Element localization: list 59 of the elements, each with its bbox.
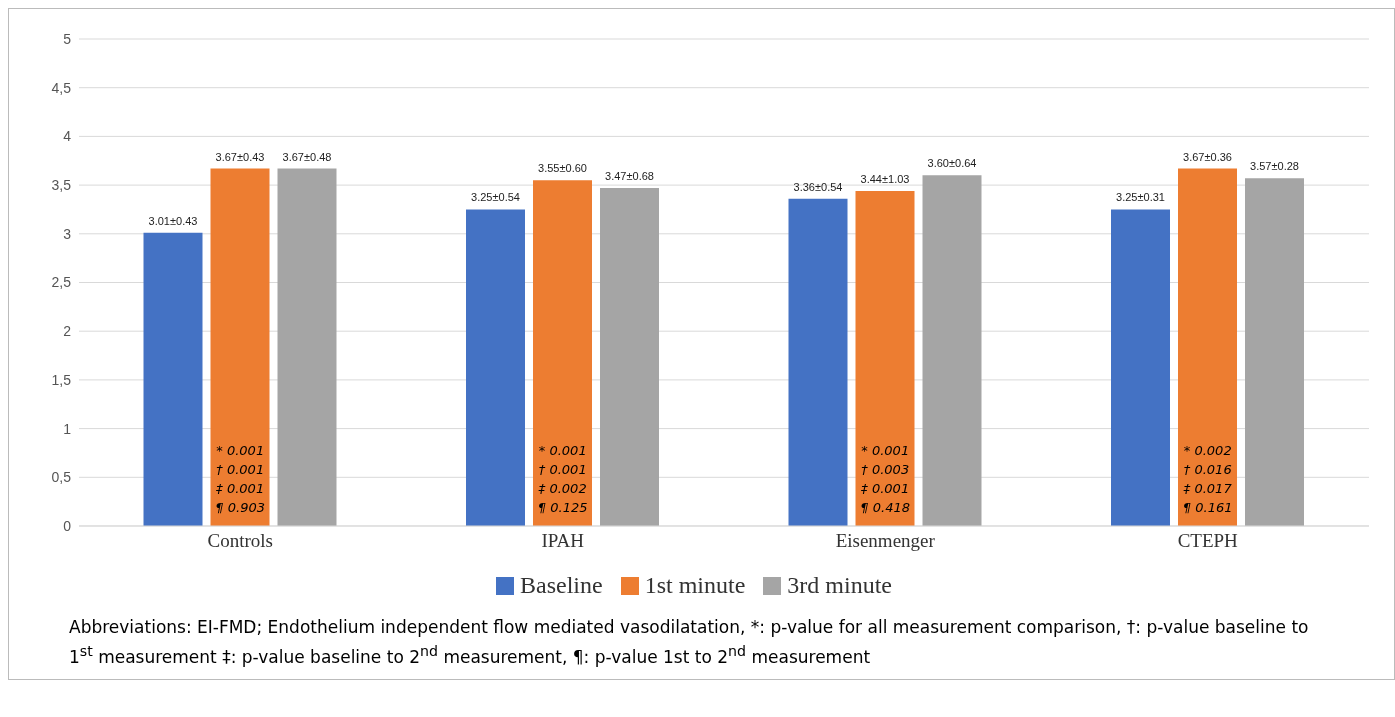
x-tick-label: CTEPH — [1177, 530, 1239, 552]
annotation: ‡ 0.002 — [537, 480, 587, 496]
data-label: 3.67±0.36 — [1183, 150, 1232, 163]
annotation: † 0.003 — [861, 461, 910, 477]
bar — [210, 168, 270, 526]
annotation: ‡ 0.017 — [1182, 480, 1233, 496]
bar — [143, 232, 203, 526]
y-tick-label: 4,5 — [51, 79, 72, 96]
y-tick-label: 1 — [63, 420, 72, 437]
data-label: 3.25±0.31 — [1116, 191, 1165, 204]
text: Abbreviations: EI-FMD; Endothelium independent flow mediated vasodilatation, *: p-value for all measurement comparison, †: p-value baseline to 1$^{st}$ measurement ‡: p-value baseline to 2$^{nd}$ measurement, ¶: p-value 1st to 2$^{nd}$ measurement — [68, 616, 1310, 669]
y-tick-label: 2 — [63, 323, 72, 340]
annotation: ¶ 0.161 — [1182, 499, 1233, 515]
y-tick-label: 4 — [63, 128, 72, 145]
y-tick-label: 0 — [63, 517, 72, 534]
y-tick-label: 0,5 — [51, 469, 72, 486]
data-label: 3.57±0.28 — [1250, 160, 1299, 173]
y-tick-label: 3 — [63, 225, 72, 242]
data-label: 3.55±0.60 — [538, 162, 587, 175]
bar — [533, 180, 592, 526]
data-label: 3.44±1.03 — [860, 172, 910, 185]
x-tick-label: Eisenmenger — [835, 530, 936, 552]
bar — [466, 209, 525, 526]
y-tick-label: 3,5 — [51, 177, 72, 194]
annotation: * 0.001 — [861, 442, 910, 458]
annotation: ‡ 0.001 — [860, 480, 910, 496]
annotation: † 0.001 — [538, 461, 587, 477]
bar — [1245, 178, 1304, 526]
data-label: 3.01±0.43 — [148, 214, 198, 227]
bar — [1178, 168, 1237, 526]
y-tick-label: 2,5 — [51, 274, 72, 291]
annotation: ¶ 0.125 — [537, 499, 588, 515]
data-label: 3.47±0.68 — [605, 170, 654, 183]
bar — [600, 188, 659, 526]
annotation: * 0.002 — [1183, 442, 1232, 458]
x-tick-label: Controls — [207, 530, 273, 552]
bar — [788, 198, 848, 526]
data-label: 3.36±0.54 — [793, 180, 843, 193]
annotation: * 0.001 — [216, 442, 265, 458]
legend-label: 1st minute — [644, 572, 746, 599]
x-tick-label: IPAH — [541, 530, 585, 552]
annotation: † 0.016 — [1183, 461, 1232, 477]
legend-label: Baseline — [520, 572, 603, 599]
bar — [1111, 209, 1170, 526]
data-label: 3.67±0.48 — [282, 150, 332, 163]
annotation: ¶ 0.903 — [215, 499, 266, 515]
data-label: 3.67±0.43 — [215, 150, 265, 163]
y-tick-label: 1,5 — [51, 371, 72, 388]
data-label: 3.60±0.64 — [927, 157, 977, 170]
bar — [855, 190, 915, 526]
annotation: † 0.001 — [216, 461, 265, 477]
y-tick-label: 5 — [63, 30, 72, 47]
bar — [277, 168, 337, 526]
bar — [922, 175, 982, 526]
annotation: ‡ 0.001 — [215, 480, 265, 496]
annotation: ¶ 0.418 — [860, 499, 911, 515]
legend-label: 3rd minute — [787, 572, 892, 599]
annotation: * 0.001 — [538, 442, 587, 458]
data-label: 3.25±0.54 — [471, 191, 520, 204]
